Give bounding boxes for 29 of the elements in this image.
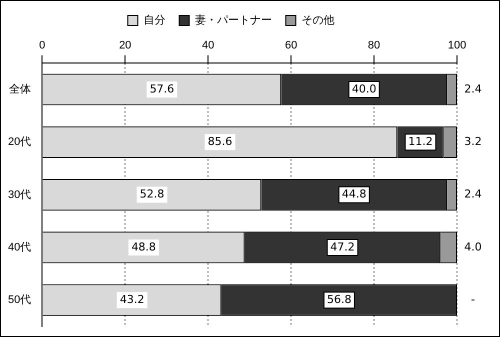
y-tick-label: 20代 [8,136,32,148]
data-label: 48.8 [131,240,156,254]
legend-label: 妻・パートナー [194,14,272,27]
data-label: 52.8 [140,188,164,201]
data-label: 44.8 [342,188,366,201]
y-tick-label: 全体 [9,84,32,96]
x-tick-label: 100 [448,40,466,52]
y-tick-label: 30代 [8,188,32,201]
y-tick-label: 40代 [8,241,32,254]
data-label: 11.2 [408,135,433,148]
legend-label: その他 [301,14,334,27]
x-tick-label: 40 [202,40,214,52]
data-label: 2.4 [464,82,482,96]
data-label: - [471,292,476,306]
data-label: 3.2 [464,135,482,148]
y-tick-label: 50代 [8,294,32,306]
data-label: 43.2 [120,292,144,306]
data-label: 40.0 [352,82,376,96]
data-label: 56.8 [326,292,352,306]
data-label: 2.4 [464,188,482,201]
data-label: 57.6 [150,82,174,96]
data-label: 4.0 [464,240,482,254]
legend-label: 自分 [143,14,166,27]
data-label: 85.6 [208,135,232,148]
x-tick-label: 60 [284,40,298,52]
x-tick-label: 80 [368,40,380,52]
data-label: 47.2 [330,240,355,254]
x-tick-label: 20 [119,40,132,52]
x-tick-label: 0 [39,40,46,52]
